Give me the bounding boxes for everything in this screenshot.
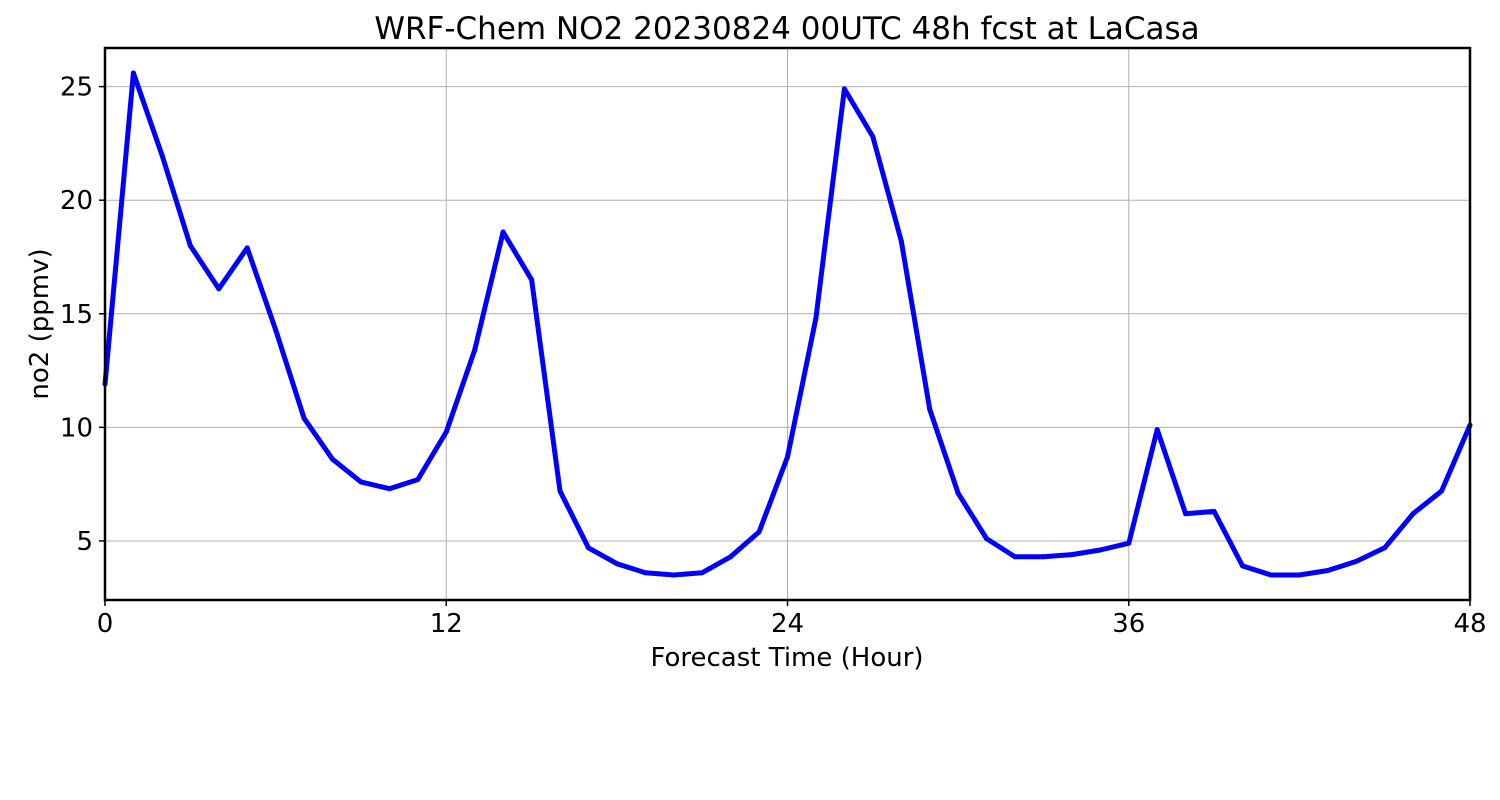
y-tick-label: 25 (60, 73, 93, 103)
y-tick-label: 15 (60, 300, 93, 330)
data-point (330, 456, 335, 462)
x-gridlines (104, 48, 1471, 600)
y-tick-label: 5 (76, 527, 93, 557)
data-point (1069, 552, 1075, 558)
data-point (1040, 554, 1046, 560)
data-point (1211, 508, 1217, 514)
data-point (1410, 511, 1416, 517)
chart-title: WRF-Chem NO2 20230824 00UTC 48h fcst at … (374, 11, 1199, 47)
data-point (301, 415, 307, 421)
data-point (984, 536, 990, 542)
data-point (1268, 572, 1274, 578)
data-point (529, 277, 535, 283)
data-point (500, 229, 506, 235)
data-point (273, 327, 279, 333)
x-tick-label: 24 (771, 609, 804, 639)
x-axis-ticks: 0 12 24 36 48 (97, 600, 1487, 639)
data-point (728, 554, 734, 560)
data-point (386, 486, 392, 492)
data-point (1097, 547, 1103, 553)
data-point (557, 488, 563, 494)
data-point (472, 347, 478, 353)
data-point (1154, 427, 1160, 433)
data-point (955, 490, 961, 496)
data-point (642, 570, 648, 576)
data-point (159, 152, 165, 158)
data-point (898, 238, 904, 244)
data-point (443, 429, 449, 435)
data-point (699, 570, 705, 576)
data-point (841, 86, 847, 92)
data-point (1325, 568, 1331, 573)
y-gridlines (105, 86, 1470, 542)
y-tick-label: 20 (60, 186, 93, 216)
x-tick-label: 12 (430, 609, 463, 639)
data-point (1296, 572, 1302, 578)
y-axis-label: no2 (ppmv) (25, 248, 55, 399)
data-point (244, 245, 250, 251)
x-tick-label: 36 (1112, 609, 1145, 639)
x-tick-label: 0 (97, 609, 114, 639)
x-tick-label: 48 (1453, 609, 1486, 639)
data-point (358, 479, 364, 485)
data-point (216, 286, 222, 292)
data-point (187, 243, 193, 249)
y-axis-ticks: 5 10 15 20 25 (60, 73, 105, 557)
data-point (813, 315, 819, 321)
data-point (870, 134, 876, 140)
data-point (1183, 511, 1189, 517)
data-point (1126, 540, 1132, 546)
data-point (1012, 554, 1018, 560)
data-point (1382, 545, 1388, 551)
data-point (585, 545, 591, 551)
data-point (756, 529, 762, 535)
data-point (614, 561, 620, 567)
data-point (1353, 558, 1359, 564)
data-point (785, 454, 790, 460)
data-point (1240, 563, 1245, 569)
x-axis-label: Forecast Time (Hour) (650, 643, 923, 673)
data-point (671, 572, 677, 578)
data-point (415, 477, 421, 483)
data-point (927, 406, 933, 412)
y-tick-label: 10 (60, 413, 93, 443)
data-point (1439, 488, 1445, 494)
data-point (130, 70, 136, 76)
